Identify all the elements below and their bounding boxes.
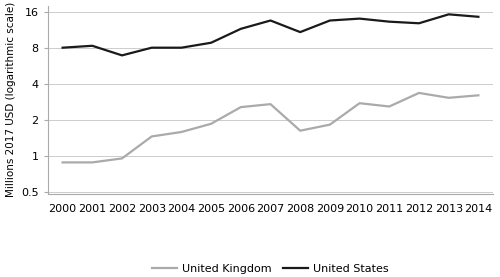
United States [327, 19, 333, 22]
United Kingdom [327, 123, 333, 126]
United States [178, 46, 184, 49]
United Kingdom [356, 102, 362, 105]
United Kingdom [297, 129, 303, 132]
United States [386, 20, 392, 23]
United States [238, 27, 244, 30]
United Kingdom [268, 102, 274, 106]
Line: United Kingdom: United Kingdom [62, 93, 478, 162]
United Kingdom [60, 161, 66, 164]
United States [60, 46, 66, 49]
United States [446, 13, 452, 16]
Line: United States: United States [62, 14, 478, 55]
United States [268, 19, 274, 22]
United Kingdom [208, 122, 214, 125]
United States [297, 30, 303, 34]
United States [356, 17, 362, 20]
Y-axis label: Millions 2017 USD (logarithmic scale): Millions 2017 USD (logarithmic scale) [6, 2, 16, 197]
United States [119, 54, 125, 57]
United Kingdom [90, 161, 96, 164]
United States [208, 41, 214, 44]
United States [90, 44, 96, 47]
Legend: United Kingdom, United States: United Kingdom, United States [148, 260, 393, 277]
United Kingdom [148, 135, 154, 138]
United States [148, 46, 154, 49]
United Kingdom [446, 96, 452, 99]
United Kingdom [386, 105, 392, 108]
United Kingdom [476, 94, 482, 97]
United States [416, 22, 422, 25]
United Kingdom [238, 106, 244, 109]
United Kingdom [416, 91, 422, 94]
United Kingdom [178, 130, 184, 134]
United States [476, 15, 482, 19]
United Kingdom [119, 157, 125, 160]
